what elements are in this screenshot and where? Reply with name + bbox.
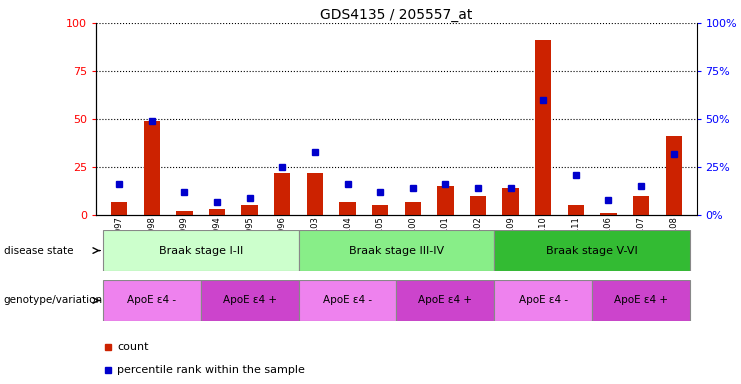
- Text: ApoE ε4 -: ApoE ε4 -: [127, 295, 176, 306]
- Bar: [600, 213, 617, 215]
- Bar: [242, 205, 258, 215]
- Text: Braak stage I-II: Braak stage I-II: [159, 245, 243, 256]
- Bar: [470, 196, 486, 215]
- Text: ApoE ε4 -: ApoE ε4 -: [323, 295, 372, 306]
- Bar: [111, 202, 127, 215]
- Bar: [339, 202, 356, 215]
- Bar: [299, 230, 494, 271]
- Bar: [103, 280, 201, 321]
- Bar: [535, 40, 551, 215]
- Text: count: count: [117, 342, 149, 352]
- Bar: [372, 205, 388, 215]
- Bar: [568, 205, 584, 215]
- Bar: [494, 230, 690, 271]
- Text: percentile rank within the sample: percentile rank within the sample: [117, 365, 305, 375]
- Bar: [405, 202, 421, 215]
- Text: disease state: disease state: [4, 245, 73, 256]
- Bar: [201, 280, 299, 321]
- Bar: [299, 280, 396, 321]
- Bar: [103, 230, 299, 271]
- Bar: [502, 188, 519, 215]
- Text: ApoE ε4 +: ApoE ε4 +: [419, 295, 472, 306]
- Title: GDS4135 / 205557_at: GDS4135 / 205557_at: [320, 8, 473, 22]
- Bar: [176, 211, 193, 215]
- Bar: [633, 196, 649, 215]
- Bar: [494, 280, 592, 321]
- Text: ApoE ε4 -: ApoE ε4 -: [519, 295, 568, 306]
- Bar: [396, 280, 494, 321]
- Text: Braak stage III-IV: Braak stage III-IV: [349, 245, 444, 256]
- Bar: [592, 280, 690, 321]
- Bar: [437, 186, 453, 215]
- Bar: [665, 136, 682, 215]
- Bar: [209, 209, 225, 215]
- Text: ApoE ε4 +: ApoE ε4 +: [222, 295, 276, 306]
- Bar: [307, 173, 323, 215]
- Text: ApoE ε4 +: ApoE ε4 +: [614, 295, 668, 306]
- Text: genotype/variation: genotype/variation: [4, 295, 103, 306]
- Text: Braak stage V-VI: Braak stage V-VI: [546, 245, 638, 256]
- Bar: [274, 173, 290, 215]
- Bar: [144, 121, 160, 215]
